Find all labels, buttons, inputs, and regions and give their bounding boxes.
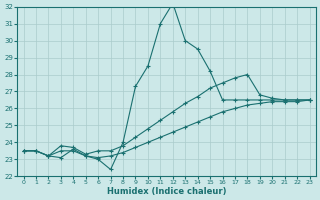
X-axis label: Humidex (Indice chaleur): Humidex (Indice chaleur) bbox=[107, 187, 226, 196]
